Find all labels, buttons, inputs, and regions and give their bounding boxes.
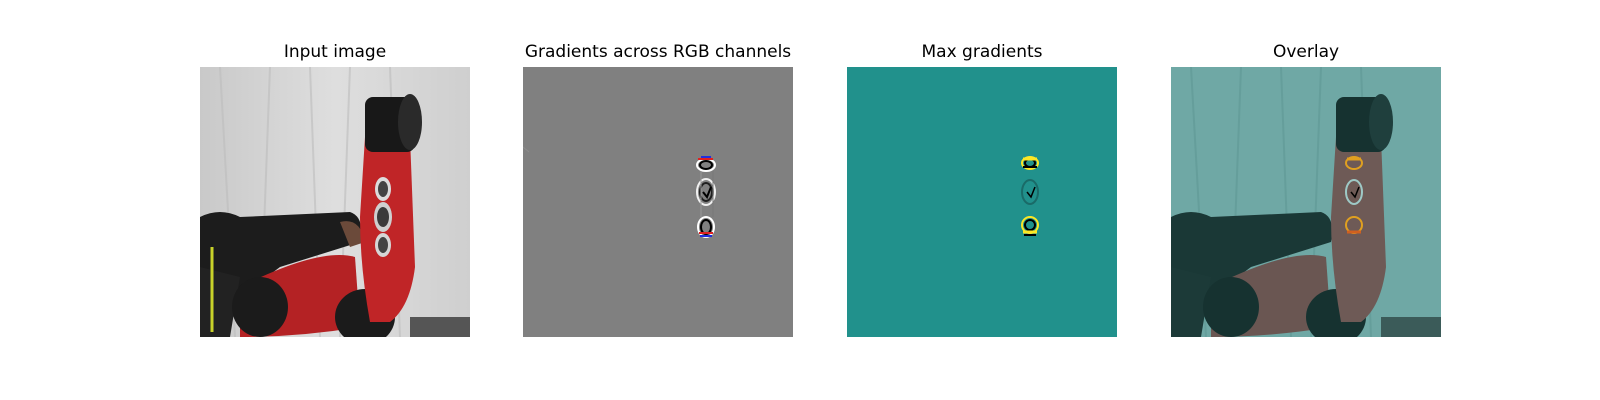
panel-title: Overlay	[1272, 42, 1340, 62]
gradients-rgb-image	[523, 67, 793, 337]
panel-title: Max gradients	[921, 42, 1043, 62]
panel-title: Input image	[283, 42, 387, 62]
overlay-image	[1171, 67, 1441, 337]
input-image	[200, 67, 470, 337]
panel-title: Gradients across RGB channels	[524, 42, 792, 62]
max-gradients-image	[847, 67, 1117, 337]
